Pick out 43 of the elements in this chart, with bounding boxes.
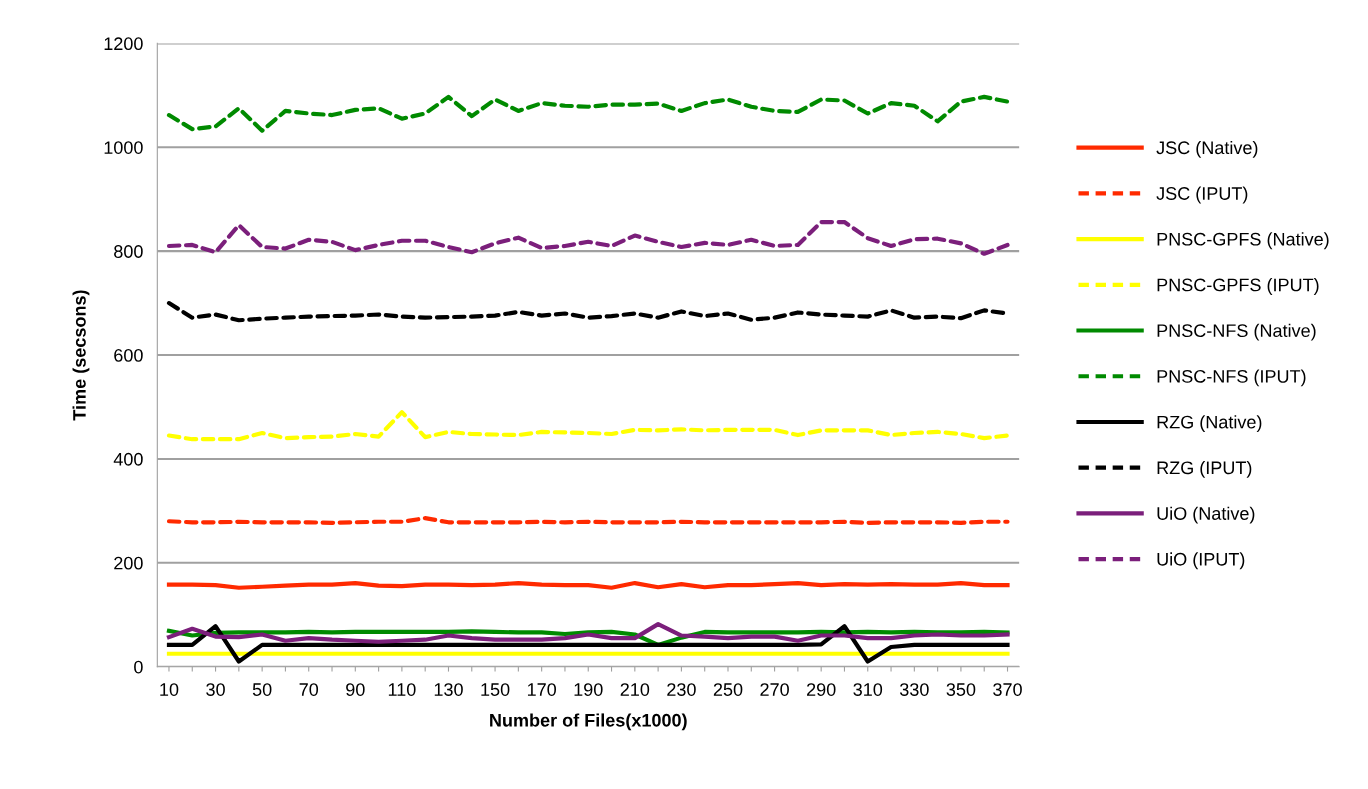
x-tick-label: 10 xyxy=(160,683,179,696)
x-tick-label: 170 xyxy=(527,683,557,696)
x-tick-label: 150 xyxy=(481,683,510,696)
y-axis-title: Time (secsons) xyxy=(72,290,90,421)
legend-label: PNSC-NFS (Native) xyxy=(1157,323,1316,341)
x-tick-label: 30 xyxy=(206,683,225,696)
legend-label: PNSC-NFS (IPUT) xyxy=(1157,369,1306,387)
x-tick-label: 190 xyxy=(574,683,603,696)
y-tick-label: 1200 xyxy=(104,37,143,51)
legend-label: JSC (Native) xyxy=(1156,140,1258,158)
x-tick-label: 230 xyxy=(667,683,696,696)
x-tick-label: 270 xyxy=(760,683,789,696)
y-tick-label: 1000 xyxy=(104,141,143,154)
line-series xyxy=(166,624,1010,664)
x-tick-label: 330 xyxy=(899,683,929,696)
x-tick-label: 130 xyxy=(434,683,463,696)
line-series xyxy=(166,219,1010,256)
x-tick-label: 290 xyxy=(807,683,836,696)
x-tick-label: 370 xyxy=(993,683,1022,696)
x-tick-label: 70 xyxy=(299,683,319,696)
legend-label: PNSC-GPFS (Native) xyxy=(1157,232,1329,250)
legend-label: PNSC-GPFS (IPUT) xyxy=(1157,278,1319,295)
y-tick-label: 200 xyxy=(114,556,143,570)
x-tick-label: 110 xyxy=(388,683,416,696)
x-tick-label: 250 xyxy=(713,683,743,696)
legend-label: JSC (IPUT) xyxy=(1156,186,1248,204)
line-series xyxy=(166,410,1010,442)
x-tick-label: 210 xyxy=(620,683,650,696)
y-tick-label: 800 xyxy=(114,245,143,258)
line-series xyxy=(166,94,1010,133)
legend-label: UiO (Native) xyxy=(1157,506,1255,524)
y-tick-label: 0 xyxy=(134,660,143,674)
line-series xyxy=(166,622,1010,644)
y-tick-label: 600 xyxy=(114,348,143,362)
x-axis-title: Number of Files(x1000) xyxy=(490,713,687,731)
legend-label: RZG (Native) xyxy=(1157,415,1262,433)
x-tick-label: 350 xyxy=(946,683,976,696)
x-tick-label: 90 xyxy=(346,683,365,696)
x-tick-label: 50 xyxy=(252,683,272,696)
legend-label: UiO (IPUT) xyxy=(1157,552,1245,570)
legend-label: RZG (IPUT) xyxy=(1157,460,1252,478)
y-tick-label: 400 xyxy=(113,452,143,466)
x-tick-label: 310 xyxy=(853,683,883,696)
